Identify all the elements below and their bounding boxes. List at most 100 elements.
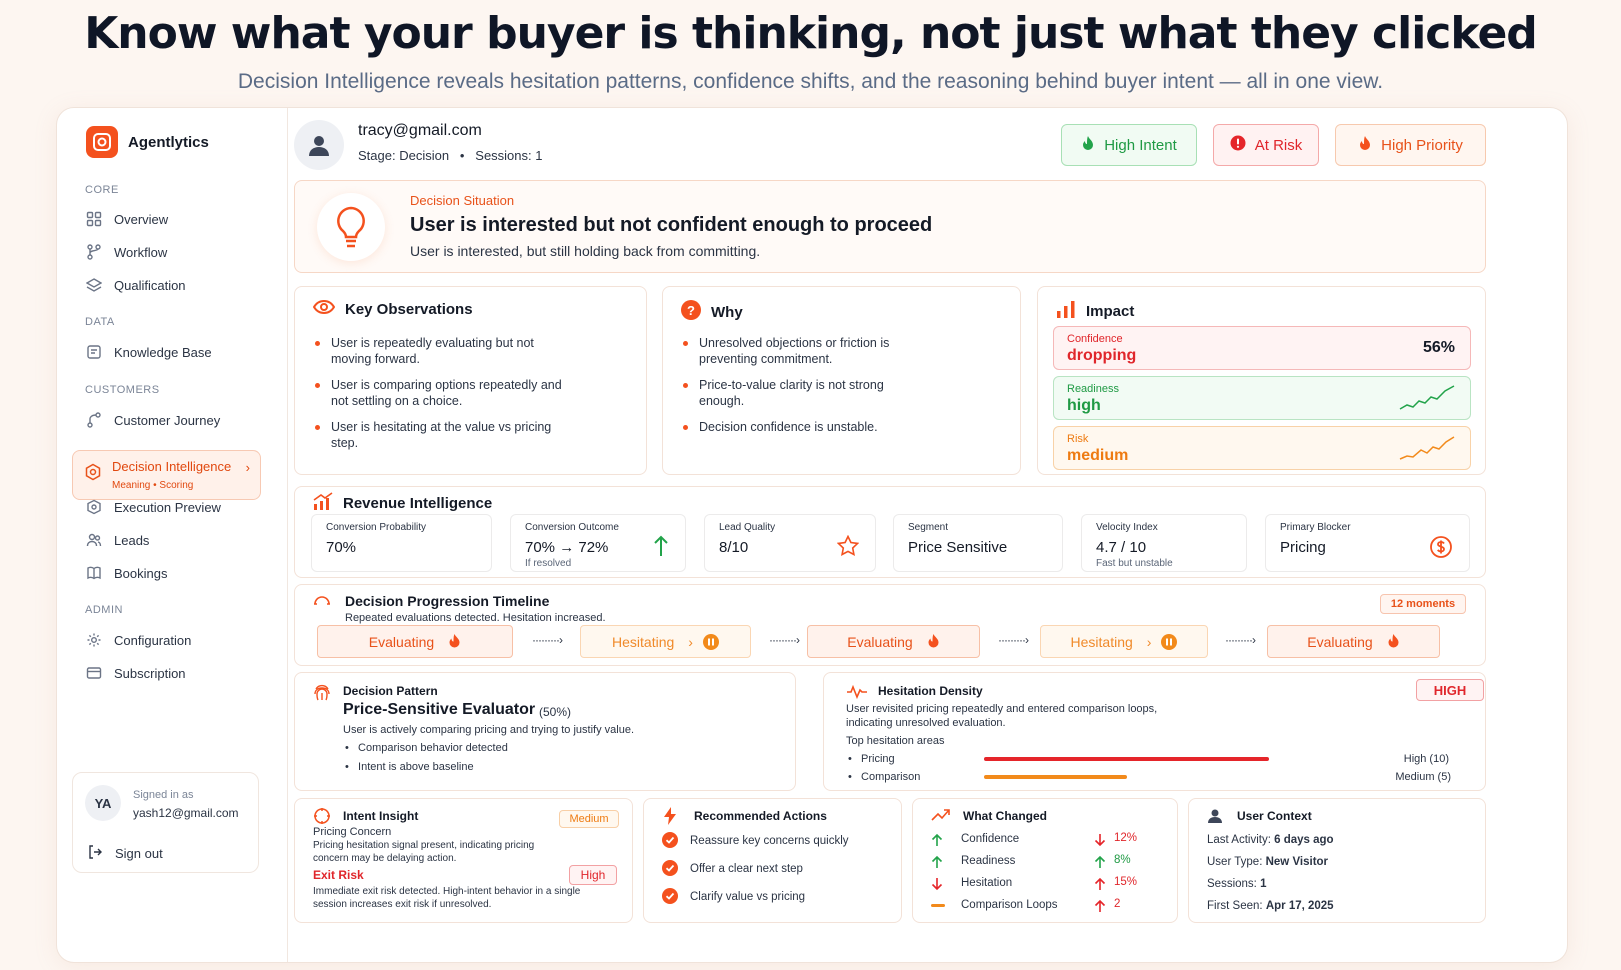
sidebar-item-customer-journey[interactable]: Customer Journey — [85, 409, 220, 431]
timeline-title: Decision Progression Timeline — [345, 593, 550, 609]
revenue-title: Revenue Intelligence — [343, 494, 493, 512]
sidebar-item-label: Bookings — [114, 565, 168, 581]
timeline-step[interactable]: Hesitating › — [1040, 625, 1208, 658]
arrow-up-icon — [1094, 899, 1106, 912]
why-list: Unresolved objections or friction is pre… — [683, 335, 913, 445]
comparison-density-bar — [984, 775, 1127, 779]
lightbulb-icon — [317, 193, 385, 261]
profile-avatar — [294, 120, 344, 170]
timeline-arrow: ·········› — [998, 633, 1029, 647]
action-item[interactable]: Offer a clear next step — [690, 863, 803, 875]
timeline-card: Decision Progression Timeline Repeated e… — [294, 584, 1486, 666]
sidebar-item-configuration[interactable]: Configuration — [85, 629, 191, 651]
nav-section-core: CORE — [85, 184, 119, 196]
bar-chart-icon — [1056, 300, 1076, 322]
nav-section-admin: ADMIN — [85, 604, 123, 616]
readiness-row: Readiness high — [1053, 376, 1471, 420]
area-row: • Pricing — [848, 753, 895, 765]
metric-label: Lead Quality — [719, 522, 776, 533]
sidebar-item-qualification[interactable]: Qualification — [85, 274, 186, 296]
sign-out-button[interactable]: Sign out — [87, 844, 163, 863]
area-name: Pricing — [861, 753, 895, 765]
situation-desc: User is interested, but still holding ba… — [410, 243, 761, 259]
sidebar-item-bookings[interactable]: Bookings — [85, 562, 167, 584]
metric-value: 8/10 — [719, 539, 749, 556]
list-item: Price-to-value clarity is not strong eno… — [683, 377, 913, 409]
exit-risk-desc: Immediate exit risk detected. High-inten… — [313, 886, 581, 910]
decision-pattern-card: Decision Pattern Price-Sensitive Evaluat… — [294, 672, 796, 791]
timeline-step[interactable]: Evaluating — [1267, 625, 1440, 658]
why-card: ? Why Unresolved objections or friction … — [662, 286, 1021, 475]
changed-title: What Changed — [963, 809, 1047, 823]
change-delta: 12% — [1114, 832, 1138, 844]
high-priority-badge[interactable]: High Priority — [1335, 124, 1486, 166]
sign-out-icon — [87, 844, 103, 863]
sidebar-item-label: Knowledge Base — [114, 344, 212, 360]
at-risk-badge[interactable]: At Risk — [1213, 124, 1319, 166]
fingerprint-icon — [313, 683, 331, 708]
decision-situation-card: Decision Situation User is interested bu… — [294, 180, 1486, 273]
context-value: Apr 17, 2025 — [1265, 900, 1334, 912]
timeline-step[interactable]: Hesitating › — [580, 625, 751, 658]
confidence-value: dropping — [1067, 347, 1137, 364]
target-icon — [313, 807, 331, 830]
metric-sub: If resolved — [525, 558, 572, 569]
action-item[interactable]: Clarify value vs pricing — [690, 891, 806, 903]
arrow-down-icon — [931, 878, 943, 891]
signed-in-label: Signed in as — [133, 789, 194, 801]
readiness-label: Readiness — [1067, 383, 1119, 395]
action-item[interactable]: Reassure key concerns quickly — [690, 835, 849, 847]
sidebar-item-workflow[interactable]: Workflow — [85, 241, 167, 263]
areas-label: Top hesitation areas — [846, 735, 945, 747]
high-intent-badge[interactable]: High Intent — [1061, 124, 1197, 166]
timeline-subtitle: Repeated evaluations detected. Hesitatio… — [345, 612, 606, 624]
hero-title: Know what your buyer is thinking, not ju… — [84, 8, 1538, 59]
change-row-comparison-loops: Comparison Loops 2 — [931, 898, 1151, 916]
metric-label: Segment — [908, 522, 949, 533]
observations-list: User is repeatedly evaluating but not mo… — [315, 335, 565, 461]
risk-sparkline — [1399, 436, 1455, 460]
sidebar-item-knowledge-base[interactable]: Knowledge Base — [85, 341, 212, 363]
area-name: Comparison — [861, 771, 921, 783]
impact-title: Impact — [1086, 302, 1135, 320]
sidebar-item-label: Decision Intelligence — [112, 459, 232, 474]
timeline-step[interactable]: Evaluating — [807, 625, 980, 658]
fire-icon — [927, 633, 940, 651]
workflow-icon — [85, 243, 103, 261]
main-content: tracy@gmail.com Stage: Decision • Sessio… — [294, 108, 1569, 962]
list-item: Unresolved objections or friction is pre… — [683, 335, 913, 367]
timeline-step[interactable]: Evaluating — [317, 625, 513, 658]
brand[interactable]: Agentlytics — [86, 126, 209, 158]
sidebar-item-overview[interactable]: Overview — [85, 208, 168, 230]
list-item: User is repeatedly evaluating but not mo… — [315, 335, 565, 367]
sidebar-item-subscription[interactable]: Subscription — [85, 662, 186, 684]
step-label: Evaluating — [368, 633, 435, 650]
fire-icon — [1358, 135, 1372, 155]
change-label: Comparison Loops — [961, 899, 1058, 911]
sidebar-item-label: Configuration — [114, 632, 192, 648]
sidebar-item-sublabel: Meaning • Scoring — [112, 480, 194, 491]
fire-icon — [1387, 633, 1400, 651]
chevron-icon: › — [688, 633, 693, 650]
pause-icon — [1161, 633, 1178, 650]
fire-icon — [448, 633, 461, 651]
sidebar-item-execution-preview[interactable]: Execution Preview — [85, 496, 221, 518]
metric-primary-blocker: Primary Blocker Pricing — [1265, 514, 1470, 572]
confidence-percent: 56% — [1422, 339, 1455, 356]
metric-value: 70% → 72% — [525, 539, 609, 556]
sidebar-item-leads[interactable]: Leads — [85, 529, 149, 551]
list-item: • Intent is above baseline — [345, 761, 474, 773]
metric-label: Velocity Index — [1096, 522, 1158, 533]
book-icon — [85, 564, 103, 582]
check-icon — [662, 888, 678, 904]
hesitation-density-card: Hesitation Density HIGH User revisited p… — [823, 672, 1486, 791]
users-icon — [85, 531, 103, 549]
exit-risk-badge: High — [569, 865, 617, 885]
star-icon — [836, 534, 860, 561]
avatar[interactable]: YA — [85, 785, 121, 821]
readiness-value: high — [1067, 397, 1101, 414]
sidebar-item-label: Subscription — [114, 665, 186, 681]
sidebar-item-decision-intelligence[interactable]: Decision Intelligence Meaning • Scoring … — [72, 450, 261, 500]
profile-meta: Stage: Decision • Sessions: 1 — [358, 148, 543, 163]
nav-section-customers: CUSTOMERS — [85, 384, 160, 396]
